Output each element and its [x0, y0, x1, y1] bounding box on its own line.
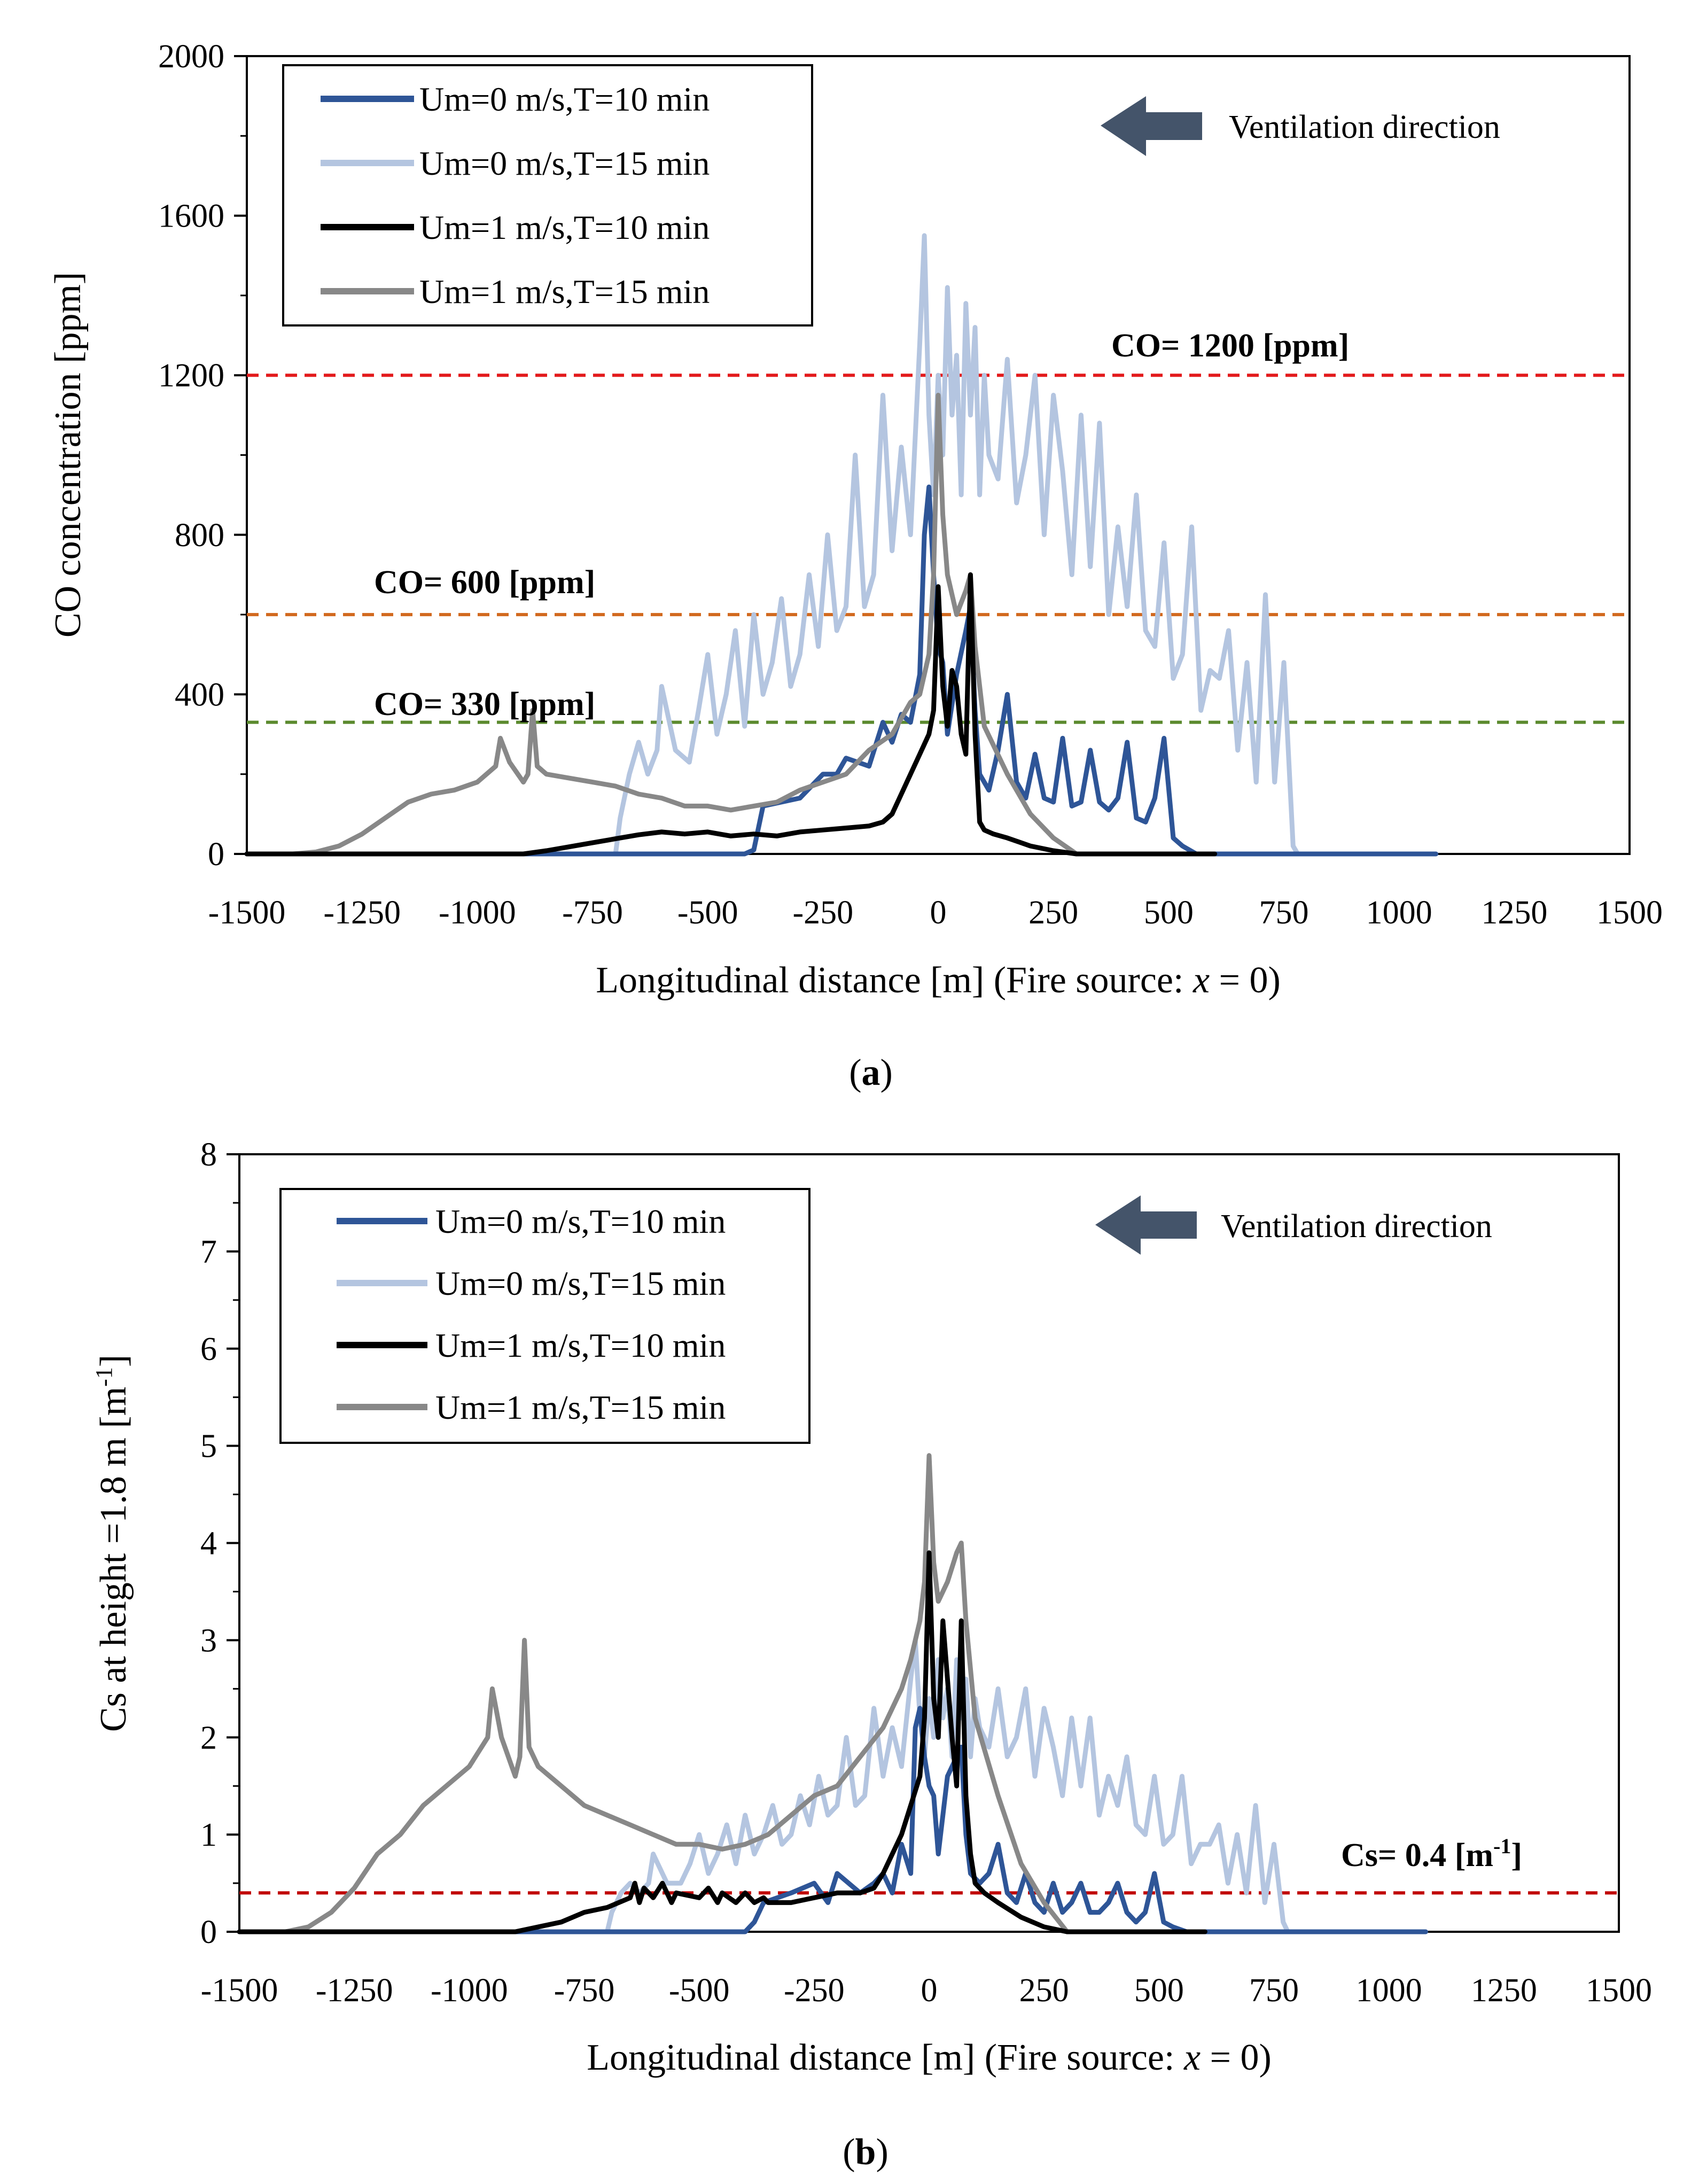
x-tick-label-a-5: -250 [793, 895, 854, 931]
y-ticks-b: 0 1 2 3 4 5 6 7 8 [200, 1137, 239, 1950]
ventilation-arrow-icon-b [1095, 1195, 1197, 1255]
x-tick-label-b-1: -1250 [316, 1972, 393, 2009]
x-tick-label-a-7: 250 [1028, 895, 1078, 931]
y-tick-label-b-0: 0 [200, 1914, 217, 1950]
y-tick-label-a-0: 0 [208, 836, 224, 873]
panel-b: 0 1 2 3 4 5 6 7 8 -1500 -1250 -1000 -750 -500 -250 0 25… [91, 1137, 1652, 2173]
panel-caption-a: (a) [849, 1052, 893, 1093]
threshold-label-co-1200: CO= 1200 [ppm] [1111, 328, 1349, 364]
series-line-a-3 [290, 393, 1079, 857]
x-tick-label-b-9: 750 [1249, 1972, 1299, 2009]
legend-box-b [279, 1188, 810, 1444]
series-lines-a [244, 233, 1439, 857]
series-line-b-3 [283, 1453, 1070, 1934]
x-tick-label-a-2: -1000 [439, 895, 516, 931]
x-tick-label-a-8: 500 [1144, 895, 1194, 931]
y-tick-label-a-4: 1600 [158, 198, 224, 235]
x-tick-label-b-12: 1500 [1586, 1972, 1652, 2009]
x-tick-label-a-10: 1000 [1366, 895, 1432, 931]
series-line-a-0 [244, 484, 1439, 857]
series-line-a-2 [244, 572, 1218, 857]
x-tick-label-a-4: -500 [677, 895, 738, 931]
x-tick-label-b-7: 250 [1019, 1972, 1069, 2009]
legend-label-b-1: Um=0 m/s,T=15 min [435, 1264, 726, 1302]
y-axis-label-b: Cs at height =1.8 m [m-1] [91, 1355, 134, 1732]
y-tick-label-b-2: 2 [200, 1720, 217, 1756]
y-tick-label-b-7: 7 [200, 1234, 217, 1270]
threshold-label-co-330: CO= 330 [ppm] [374, 686, 595, 722]
x-tick-label-b-10: 1000 [1356, 1972, 1422, 2009]
x-axis-label-a: Longitudinal distance [m] (Fire source: … [596, 960, 1281, 1001]
series-lines-b [237, 1453, 1428, 1934]
x-tick-label-b-8: 500 [1134, 1972, 1184, 2009]
y-tick-label-b-1: 1 [200, 1817, 217, 1853]
x-axis-label-b: Longitudinal distance [m] (Fire source: … [587, 2037, 1272, 2078]
legend-a: Um=0 m/s,T=10 min Um=0 m/s,T=15 min Um=1… [282, 64, 813, 327]
series-line-a-1 [613, 233, 1300, 857]
x-tick-label-a-3: -750 [562, 895, 623, 931]
x-tick-label-b-2: -1000 [431, 1972, 508, 2009]
x-tick-label-a-0: -1500 [208, 895, 286, 931]
legend-label-b-0: Um=0 m/s,T=10 min [435, 1202, 726, 1240]
x-tick-label-a-6: 0 [930, 895, 947, 931]
y-tick-label-b-5: 5 [200, 1428, 217, 1465]
y-tick-label-a-5: 2000 [158, 38, 224, 75]
legend-label-a-3: Um=1 m/s,T=15 min [419, 273, 710, 310]
threshold-label-co-600: CO= 600 [ppm] [374, 564, 595, 601]
y-tick-label-a-1: 400 [175, 677, 224, 713]
series-line-b-0 [237, 1706, 1428, 1934]
y-ticks-a: 0 400 800 1200 1600 2000 [158, 38, 247, 873]
x-tick-label-a-9: 750 [1259, 895, 1309, 931]
legend-label-b-3: Um=1 m/s,T=15 min [435, 1388, 726, 1426]
x-tick-label-b-4: -500 [669, 1972, 730, 2009]
x-tick-label-a-11: 1250 [1481, 895, 1547, 931]
x-ticks-a: -1500 -1250 -1000 -750 -500 -250 0 250 500 750 100… [208, 895, 1663, 931]
y-tick-label-a-3: 1200 [158, 357, 224, 394]
x-tick-label-b-3: -750 [554, 1972, 615, 2009]
y-tick-label-b-3: 3 [200, 1622, 217, 1659]
legend-label-a-2: Um=1 m/s,T=10 min [419, 208, 710, 246]
y-tick-label-b-6: 6 [200, 1331, 217, 1367]
panel-caption-b: (b) [843, 2132, 889, 2173]
y-tick-label-b-4: 4 [200, 1526, 217, 1562]
y-tick-label-a-2: 800 [175, 517, 224, 554]
x-tick-label-a-1: -1250 [323, 895, 401, 931]
x-tick-label-b-0: -1500 [201, 1972, 278, 2009]
y-tick-label-b-8: 8 [200, 1137, 217, 1173]
ventilation-label-b: Ventilation direction [1221, 1208, 1492, 1245]
x-tick-label-b-6: 0 [921, 1972, 938, 2009]
x-ticks-b: -1500 -1250 -1000 -750 -500 -250 0 250 500 750 100… [201, 1972, 1652, 2009]
y-axis-label-a: CO concentration [ppm] [48, 272, 89, 638]
legend-b: Um=0 m/s,T=10 min Um=0 m/s,T=15 min Um=1… [279, 1188, 810, 1444]
ventilation-label-a: Ventilation direction [1229, 109, 1500, 145]
x-tick-label-b-5: -250 [784, 1972, 845, 2009]
ventilation-arrow-icon-a [1101, 96, 1202, 156]
x-tick-label-b-11: 1250 [1471, 1972, 1537, 2009]
threshold-label-cs-0-4: Cs= 0.4 [m-1] [1341, 1834, 1522, 1874]
legend-label-a-1: Um=0 m/s,T=15 min [419, 144, 710, 182]
legend-box-a [282, 64, 813, 327]
legend-label-b-2: Um=1 m/s,T=10 min [435, 1326, 726, 1364]
legend-label-a-0: Um=0 m/s,T=10 min [419, 80, 710, 118]
series-line-b-2 [237, 1550, 1207, 1934]
x-tick-label-a-12: 1500 [1596, 895, 1663, 931]
